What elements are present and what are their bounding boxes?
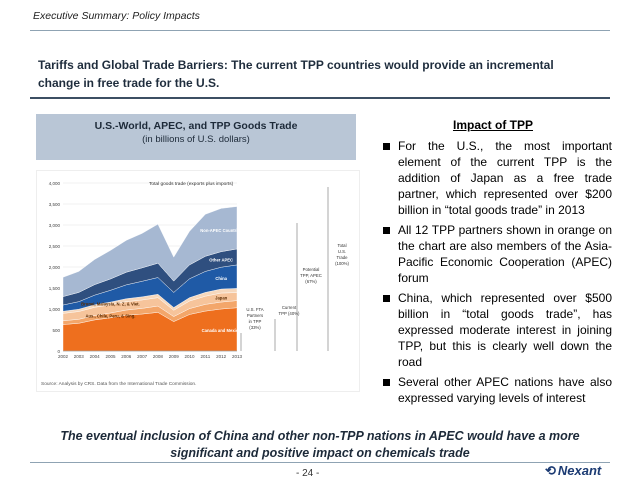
- x-tick-label: 2010: [185, 354, 196, 359]
- share-annotation: TPP, APEC: [300, 273, 322, 278]
- x-tick-label: 2013: [232, 354, 243, 359]
- share-annotation: U.S.: [338, 249, 346, 254]
- x-tick-label: 2005: [105, 354, 116, 359]
- y-tick-label: 500: [52, 328, 60, 333]
- series-label: China: [215, 276, 227, 281]
- share-annotation: (33%): [249, 325, 261, 330]
- y-tick-label: 4,000: [49, 181, 61, 186]
- impact-title: Impact of TPP: [452, 118, 533, 132]
- share-annotation: Total: [337, 243, 346, 248]
- impact-bullet: For the U.S., the most important element…: [380, 138, 612, 218]
- headline-divider: [30, 97, 610, 99]
- page-number: - 24 -: [296, 468, 320, 479]
- series-label: Brunei, Malaysia, N. Z, & Viet.: [81, 301, 140, 306]
- y-tick-label: 3,500: [49, 202, 61, 207]
- y-tick-label: 0: [57, 349, 60, 354]
- x-tick-label: 2004: [90, 354, 101, 359]
- trade-chart: 0 500 1,000 1,500 2,000 2,500 3,000 3,500 4,000 2…: [36, 170, 360, 392]
- impact-bullet: All 12 TPP partners shown in orange on t…: [380, 222, 612, 286]
- chart-header-subtitle: (in billions of U.S. dollars): [142, 134, 250, 145]
- nexant-logo-text: Nexant: [557, 463, 602, 478]
- x-tick-label: 2012: [216, 354, 227, 359]
- chart-header-title: U.S.-World, APEC, and TPP Goods Trade: [94, 120, 298, 132]
- y-tick-label: 3,000: [49, 223, 61, 228]
- section-header: Executive Summary: Policy Impacts: [33, 10, 200, 22]
- slide-headline: Tariffs and Global Trade Barriers: The c…: [38, 58, 554, 90]
- x-tick-label: 2006: [121, 354, 132, 359]
- x-tick-label: 2007: [137, 354, 148, 359]
- nexant-logo-icon: ⟲: [545, 463, 556, 478]
- impact-bullet: Several other APEC nations have also exp…: [380, 374, 612, 406]
- area-series: [62, 206, 238, 297]
- y-tick-label: 1,500: [49, 286, 61, 291]
- nexant-logo: ⟲ Nexant: [545, 463, 601, 479]
- share-annotation: Potential: [303, 267, 320, 272]
- chart-header-box: U.S.-World, APEC, and TPP Goods Trade (i…: [36, 114, 356, 160]
- conclusion-note: The eventual inclusion of China and othe…: [60, 429, 580, 460]
- x-tick-label: 2008: [153, 354, 164, 359]
- series-label: Non-APEC Countries: [200, 228, 243, 233]
- y-tick-label: 1,000: [49, 307, 61, 312]
- x-tick-label: 2011: [201, 354, 211, 359]
- share-annotation: (67%): [305, 279, 317, 284]
- x-tick-label: 2003: [74, 354, 85, 359]
- x-tick-label: 2009: [169, 354, 180, 359]
- series-label: Aus., Chile, Peru, & Sing.: [85, 313, 135, 318]
- x-tick-label: 2002: [58, 354, 69, 359]
- share-annotation: U.S. FTA: [246, 307, 263, 312]
- share-annotation: Current: [282, 305, 297, 310]
- trade-area-chart: 0 500 1,000 1,500 2,000 2,500 3,000 3,500 4,000 2…: [41, 181, 349, 387]
- series-label: Other APEC: [209, 257, 233, 262]
- y-tick-label: 2,500: [49, 244, 61, 249]
- share-annotation: Partners: [247, 313, 263, 318]
- share-annotation: (100%): [335, 261, 349, 266]
- header-divider: [30, 30, 610, 31]
- share-annotation: in TPP: [249, 319, 262, 324]
- share-annotation: Trade: [336, 255, 348, 260]
- chart-title: Total goods trade (exports plus imports): [149, 181, 234, 187]
- footer-divider: [30, 462, 610, 463]
- share-annotation: TPP (40%): [279, 311, 301, 316]
- y-tick-label: 2,000: [49, 265, 61, 270]
- series-label: Canada and Mexico: [202, 328, 242, 333]
- chart-source: Source: Analysis by CRS. Data from the I…: [41, 381, 196, 387]
- impact-bullet: China, which represented over $500 billi…: [380, 290, 612, 370]
- impact-bullet-list: For the U.S., the most important element…: [380, 138, 612, 410]
- series-label: Japan: [215, 296, 228, 301]
